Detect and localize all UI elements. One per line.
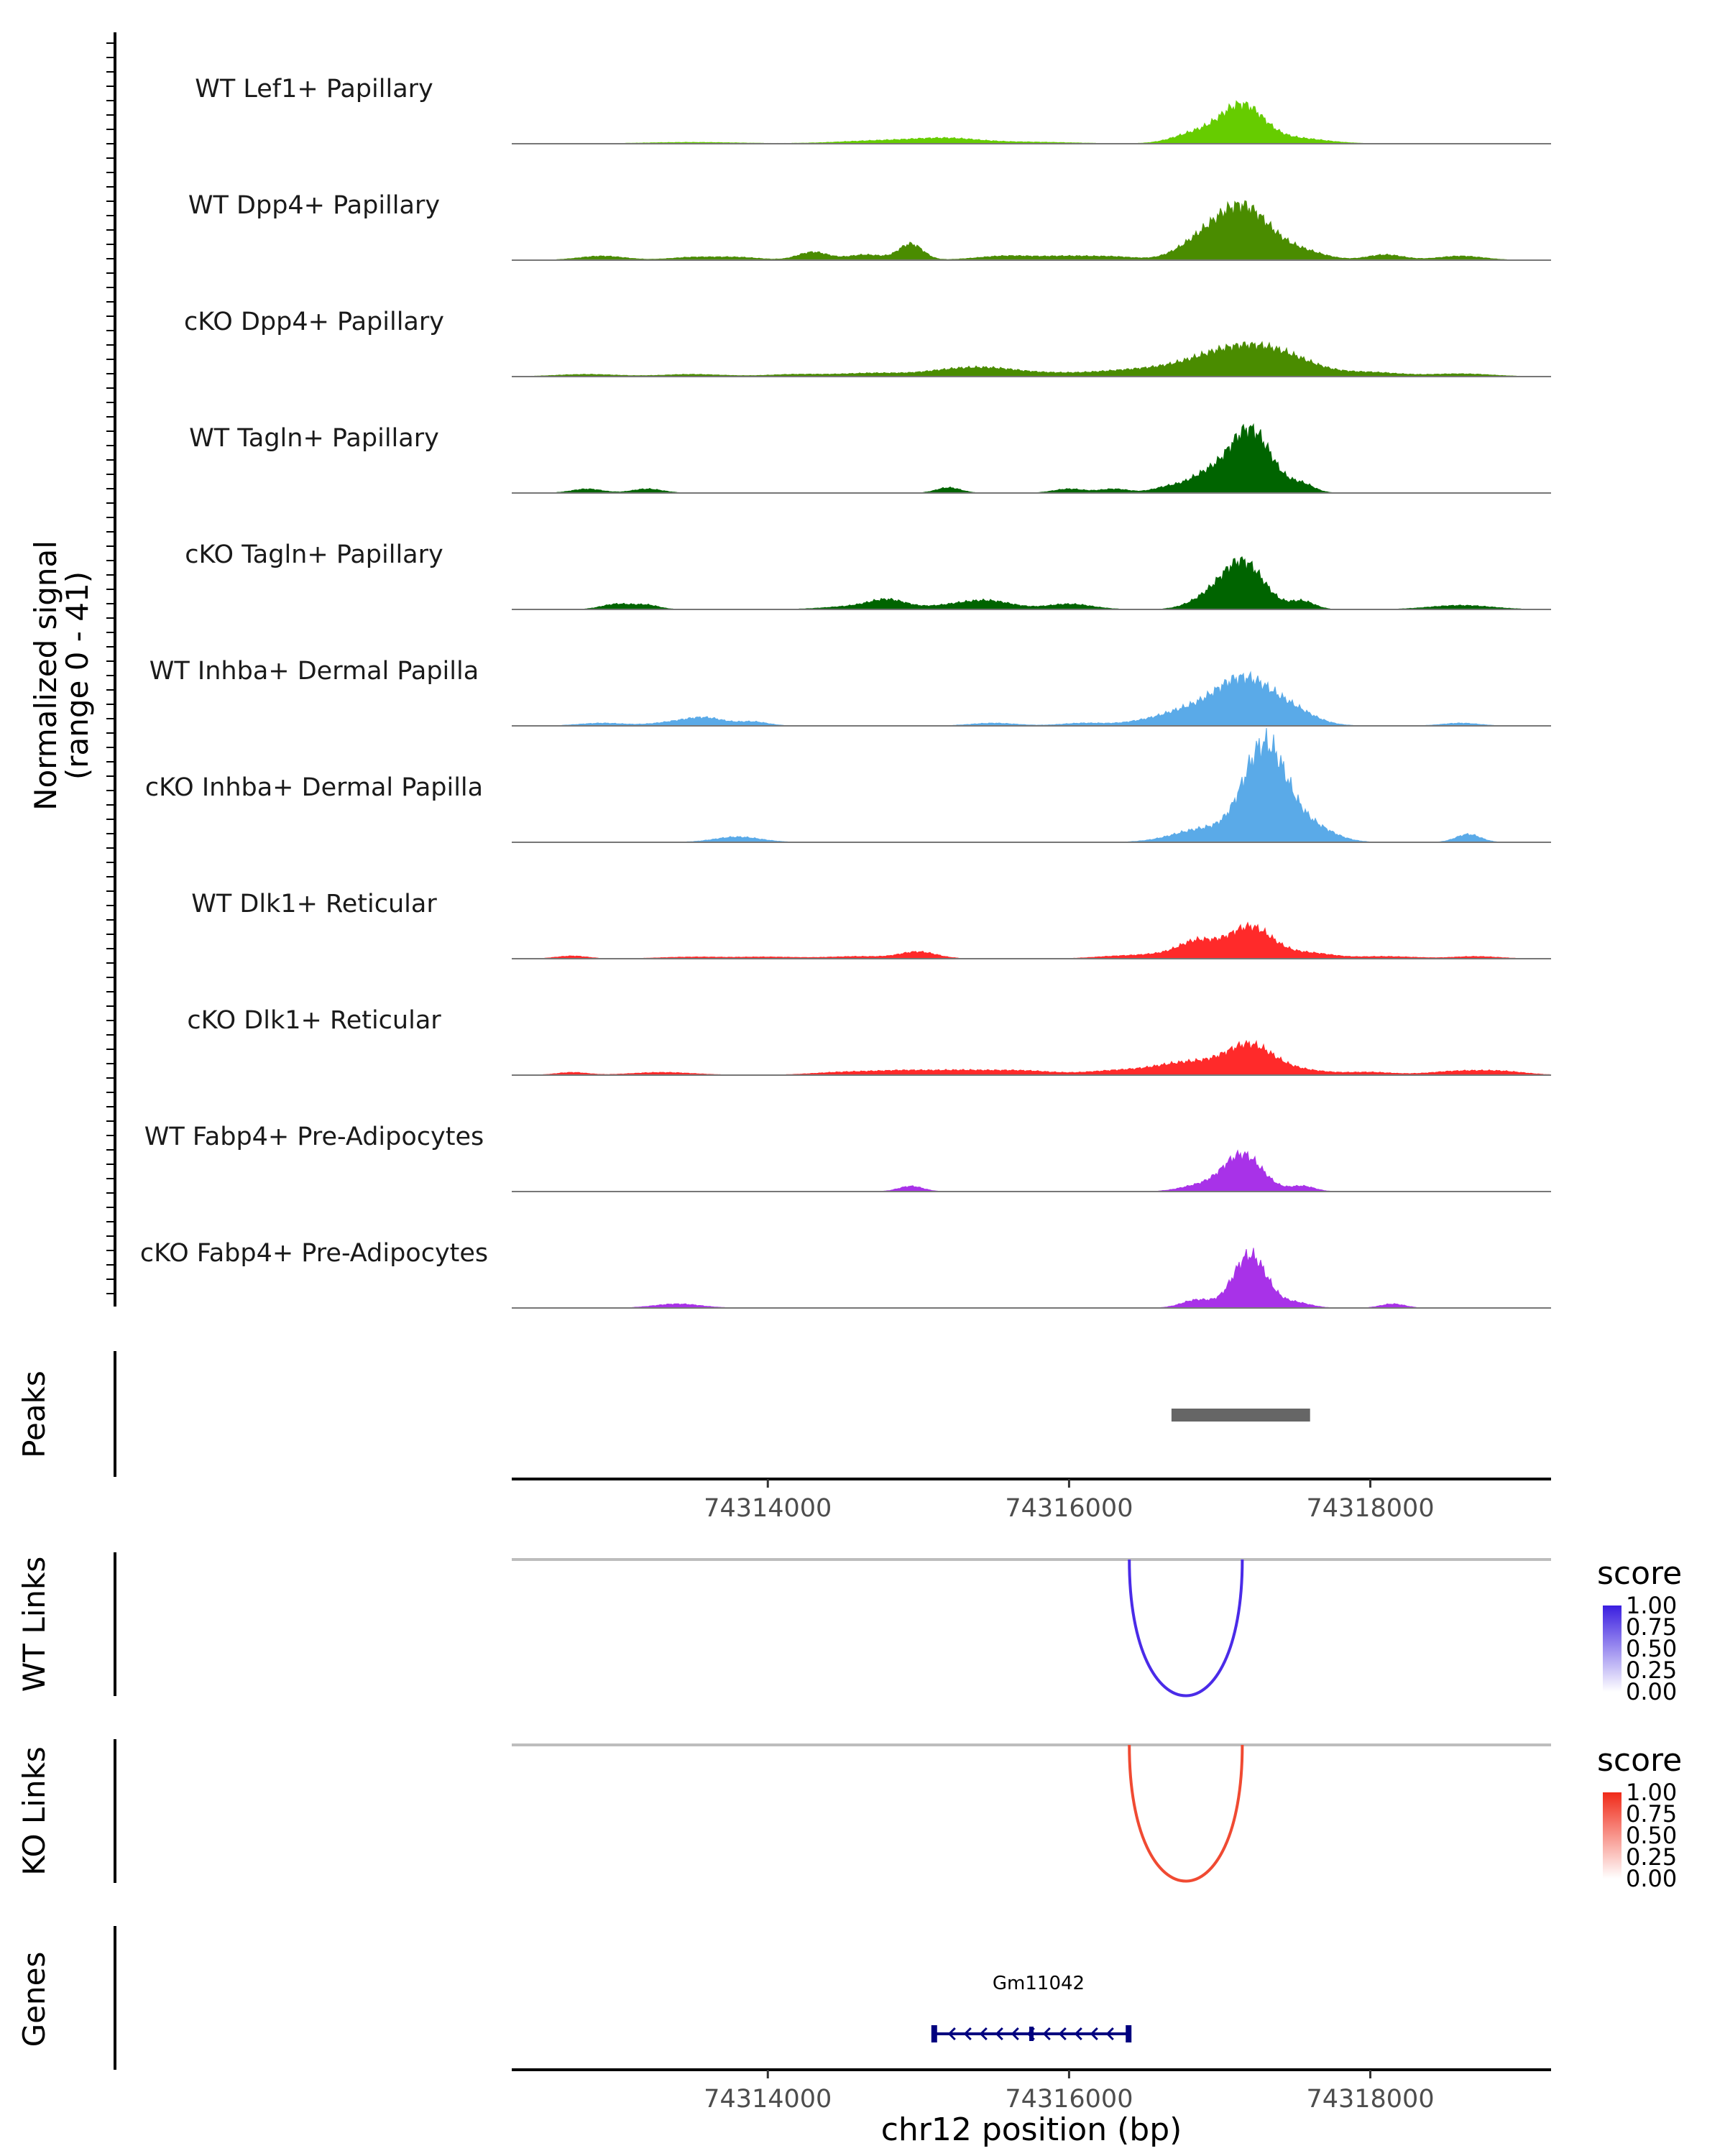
strand-arrow bbox=[995, 2027, 1003, 2041]
strand-arrow bbox=[1026, 2027, 1035, 2041]
legend-tick-label: 0.00 bbox=[1626, 1865, 1677, 1892]
coverage-track: WT Fabp4+ Pre-Adipocytes bbox=[144, 1123, 1551, 1192]
strand-arrow bbox=[1090, 2027, 1098, 2041]
coverage-area bbox=[512, 1039, 1552, 1076]
coverage-track-label: WT Dlk1+ Reticular bbox=[191, 890, 437, 918]
coverage-y-label-line2: (range 0 - 41) bbox=[60, 571, 95, 780]
x-tick-label: 74314000 bbox=[704, 1494, 832, 1523]
coverage-track: WT Dpp4+ Papillary bbox=[188, 191, 1551, 261]
ko-score-legend: score 1.000.750.500.250.00 bbox=[1597, 1742, 1682, 1892]
x-tick-label: 74314000 bbox=[704, 2085, 832, 2114]
coverage-track-label: WT Fabp4+ Pre-Adipocytes bbox=[144, 1123, 484, 1151]
coverage-track-label: cKO Dlk1+ Reticular bbox=[187, 1006, 441, 1035]
coverage-area bbox=[512, 341, 1551, 377]
ko-legend-ticks: 1.000.750.500.250.00 bbox=[1626, 1779, 1677, 1892]
coverage-track: WT Dlk1+ Reticular bbox=[191, 890, 1551, 959]
coverage-track-label: cKO Inhba+ Dermal Papilla bbox=[145, 773, 483, 802]
ko-legend-title: score bbox=[1597, 1742, 1682, 1779]
gene-label: Gm11042 bbox=[993, 1973, 1085, 1994]
strand-arrow bbox=[1042, 2027, 1051, 2041]
ko-links-panel: KO Links score 1.000.750.500.250.00 bbox=[17, 1739, 1682, 1892]
legend-tick-label: 0.25 bbox=[1626, 1657, 1677, 1684]
coverage-track: WT Inhba+ Dermal Papilla bbox=[150, 657, 1551, 727]
coverage-track-label: cKO Fabp4+ Pre-Adipocytes bbox=[140, 1239, 488, 1268]
x-tick-label: 74318000 bbox=[1306, 2085, 1434, 2114]
ko-links-label: KO Links bbox=[17, 1746, 52, 1876]
gene-models: Gm11042 bbox=[931, 1973, 1132, 2042]
coverage-track-label: cKO Tagln+ Papillary bbox=[185, 540, 443, 569]
legend-tick-label: 1.00 bbox=[1626, 1592, 1677, 1619]
legend-tick-label: 0.75 bbox=[1626, 1613, 1677, 1641]
x-tick-label: 74316000 bbox=[1005, 2085, 1133, 2114]
legend-tick-label: 0.00 bbox=[1626, 1678, 1677, 1705]
coverage-track: cKO Dpp4+ Papillary bbox=[184, 308, 1551, 377]
strand-arrow bbox=[1011, 2027, 1019, 2041]
gene-exon bbox=[1029, 2027, 1034, 2041]
legend-tick-label: 0.25 bbox=[1626, 1843, 1677, 1871]
coverage-track: cKO Inhba+ Dermal Papilla bbox=[145, 727, 1551, 843]
coverage-track: cKO Dlk1+ Reticular bbox=[187, 1006, 1552, 1076]
wt-links-panel: WT Links score 1.000.750.500.250.00 bbox=[17, 1552, 1682, 1705]
strand-arrow bbox=[979, 2027, 988, 2041]
peak-bars bbox=[1171, 1409, 1310, 1422]
coverage-track: cKO Fabp4+ Pre-Adipocytes bbox=[140, 1239, 1551, 1309]
strand-arrow bbox=[963, 2027, 972, 2041]
coverage-track: WT Lef1+ Papillary bbox=[195, 75, 1551, 144]
legend-tick-label: 0.75 bbox=[1626, 1800, 1677, 1828]
coverage-y-label-line1: Normalized signal bbox=[28, 540, 63, 811]
coverage-track-label: WT Tagln+ Papillary bbox=[189, 424, 439, 453]
genes-track-label: Genes bbox=[17, 1952, 52, 2047]
coverage-track-label: WT Inhba+ Dermal Papilla bbox=[150, 657, 479, 686]
coverage-area bbox=[512, 200, 1551, 261]
peak-bar bbox=[1171, 1409, 1310, 1422]
coverage-tracks: WT Lef1+ Papillary WT Dpp4+ Papillary cKO … bbox=[140, 75, 1552, 1309]
ko-legend-colorbar bbox=[1603, 1792, 1622, 1879]
x-axis-upper: 74314000 74316000 74318000 bbox=[704, 1479, 1435, 1523]
coverage-panel: Normalized signal (range 0 - 41) WT Lef1… bbox=[28, 32, 1552, 1309]
wt-score-legend: score 1.000.750.500.250.00 bbox=[1597, 1555, 1682, 1705]
x-tick-label: 74318000 bbox=[1306, 1494, 1434, 1523]
legend-tick-label: 0.50 bbox=[1626, 1635, 1677, 1662]
coverage-track: WT Tagln+ Papillary bbox=[189, 423, 1551, 494]
x-tick-label: 74316000 bbox=[1005, 1494, 1133, 1523]
coverage-track-label: cKO Dpp4+ Papillary bbox=[184, 308, 444, 336]
gene-exon bbox=[931, 2025, 937, 2042]
wt-legend-ticks: 1.000.750.500.250.00 bbox=[1626, 1592, 1677, 1705]
strand-arrow bbox=[1074, 2027, 1082, 2041]
strand-arrow bbox=[1105, 2027, 1114, 2041]
wt-link-arc bbox=[1128, 1559, 1244, 1697]
peaks-track-label: Peaks bbox=[17, 1370, 52, 1458]
legend-tick-label: 0.50 bbox=[1626, 1822, 1677, 1849]
strand-arrow bbox=[1058, 2027, 1067, 2041]
legend-tick-label: 1.00 bbox=[1626, 1779, 1677, 1806]
gene-exon bbox=[1126, 2025, 1132, 2042]
x-axis-lower: 74314000 74316000 74318000 bbox=[704, 2070, 1435, 2114]
strand-arrow bbox=[947, 2027, 956, 2041]
ko-link-arc bbox=[1128, 1744, 1244, 1883]
x-axis-title: chr12 position (bp) bbox=[881, 2111, 1182, 2148]
coverage-y-ticks bbox=[106, 42, 115, 1294]
peaks-panel: Peaks 74314000 74316000 74318000 bbox=[17, 1351, 1551, 1523]
wt-legend-title: score bbox=[1597, 1555, 1682, 1592]
coverage-track-label: WT Dpp4+ Papillary bbox=[188, 191, 440, 220]
coverage-track: cKO Tagln+ Papillary bbox=[185, 540, 1551, 610]
wt-legend-colorbar bbox=[1603, 1606, 1622, 1692]
genes-panel: Genes Gm11042 74314000 74316000 74318000 c… bbox=[17, 1926, 1551, 2148]
wt-links-label: WT Links bbox=[17, 1557, 52, 1692]
coverage-track-label: WT Lef1+ Papillary bbox=[195, 75, 433, 103]
